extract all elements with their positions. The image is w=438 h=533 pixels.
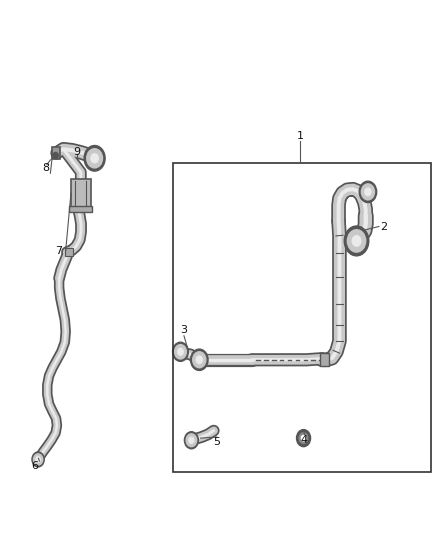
Text: 6: 6	[32, 462, 39, 471]
Circle shape	[352, 236, 361, 246]
Circle shape	[84, 146, 105, 171]
Circle shape	[301, 435, 306, 441]
Circle shape	[193, 352, 206, 368]
Circle shape	[184, 432, 198, 449]
Circle shape	[359, 181, 377, 203]
Text: 4: 4	[301, 435, 308, 445]
Circle shape	[186, 434, 197, 447]
Bar	[65, 248, 73, 256]
Circle shape	[361, 184, 374, 200]
Circle shape	[87, 149, 102, 168]
Circle shape	[174, 344, 187, 359]
Bar	[69, 206, 92, 212]
Circle shape	[299, 433, 308, 443]
Circle shape	[173, 342, 188, 361]
Text: 7: 7	[56, 246, 63, 255]
Bar	[173, 163, 431, 472]
Circle shape	[365, 188, 371, 196]
Bar	[71, 179, 91, 208]
Text: 5: 5	[213, 438, 220, 447]
Circle shape	[347, 230, 366, 252]
Circle shape	[36, 457, 40, 462]
Circle shape	[91, 154, 98, 163]
Bar	[52, 147, 60, 159]
Text: 3: 3	[180, 326, 187, 335]
Circle shape	[191, 349, 208, 370]
Circle shape	[297, 430, 311, 447]
Circle shape	[53, 152, 58, 159]
Text: 2: 2	[380, 222, 387, 231]
Circle shape	[33, 454, 42, 465]
Circle shape	[344, 226, 369, 256]
Circle shape	[196, 356, 202, 364]
Text: 8: 8	[42, 163, 49, 173]
Text: 1: 1	[297, 131, 304, 141]
Bar	[320, 353, 329, 366]
Text: 9: 9	[73, 147, 80, 157]
Circle shape	[32, 452, 44, 467]
Circle shape	[189, 437, 194, 443]
Circle shape	[178, 349, 183, 355]
